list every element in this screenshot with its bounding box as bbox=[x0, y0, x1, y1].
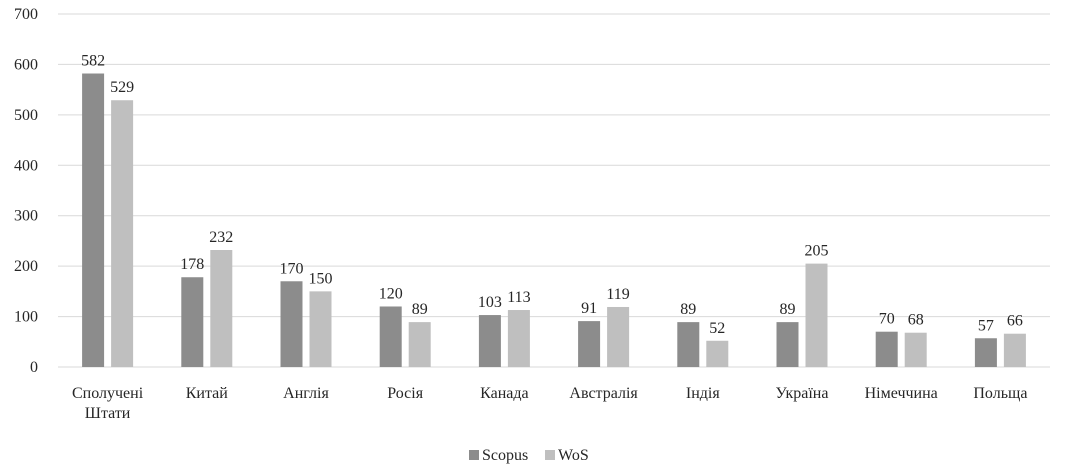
data-label: 529 bbox=[110, 79, 134, 96]
bar-wos bbox=[706, 340, 729, 367]
bar-scopus bbox=[379, 306, 402, 367]
bar-wos bbox=[904, 332, 927, 367]
data-label: 232 bbox=[209, 229, 233, 246]
bar-scopus bbox=[776, 322, 799, 367]
bar-scopus bbox=[578, 321, 601, 367]
data-label: 150 bbox=[309, 270, 333, 287]
x-tick-label: Штати bbox=[85, 405, 131, 422]
x-tick-label: Англія bbox=[283, 385, 329, 402]
y-tick-label: 700 bbox=[14, 6, 38, 23]
legend-label: Scopus bbox=[482, 447, 528, 464]
x-tick-label: Канада bbox=[480, 385, 528, 402]
bar-wos bbox=[111, 100, 134, 368]
data-label: 113 bbox=[507, 289, 530, 306]
data-label: 120 bbox=[379, 285, 403, 302]
bar-wos bbox=[408, 322, 431, 367]
data-label: 89 bbox=[780, 301, 796, 318]
y-tick-label: 200 bbox=[14, 258, 38, 275]
bar-scopus bbox=[875, 331, 898, 367]
bar-wos bbox=[805, 263, 828, 367]
data-label: 52 bbox=[709, 320, 725, 337]
data-label: 119 bbox=[606, 286, 629, 303]
y-tick-label: 600 bbox=[14, 56, 38, 73]
data-label: 205 bbox=[805, 243, 829, 260]
x-tick-label: Польща bbox=[973, 385, 1027, 402]
x-tick-label: Україна bbox=[776, 385, 829, 402]
x-tick-label: Індія bbox=[686, 385, 720, 402]
y-tick-label: 100 bbox=[14, 309, 38, 326]
gridlines bbox=[58, 13, 1050, 368]
data-label: 582 bbox=[81, 53, 105, 70]
bar-wos bbox=[210, 250, 233, 367]
legend-label: WoS bbox=[558, 447, 589, 464]
bar-wos bbox=[1003, 333, 1026, 367]
x-tick-label: Німеччина bbox=[865, 385, 938, 402]
data-labels: 582 529 178 232 170 150 120 89 103 113 91 119 89 52 89… bbox=[81, 53, 1023, 337]
data-label: 89 bbox=[680, 301, 696, 318]
y-axis-ticks: 0 100 200 300 400 500 600 700 bbox=[14, 6, 38, 376]
data-label: 103 bbox=[478, 294, 502, 311]
x-tick-label: Австралія bbox=[569, 385, 638, 402]
bar-scopus bbox=[677, 322, 700, 367]
data-label: 178 bbox=[180, 256, 204, 273]
legend-swatch-wos bbox=[545, 450, 555, 460]
x-tick-label: Сполучені bbox=[72, 385, 144, 402]
bar-scopus bbox=[280, 281, 303, 367]
y-tick-label: 0 bbox=[30, 359, 38, 376]
bars bbox=[82, 73, 1026, 368]
bar-scopus bbox=[478, 315, 501, 367]
x-axis-categories: Сполучені Штати Китай Англія Росія Канада Авст… bbox=[72, 385, 1027, 422]
bar-wos bbox=[607, 306, 630, 367]
y-tick-label: 500 bbox=[14, 107, 38, 124]
data-label: 66 bbox=[1007, 313, 1023, 330]
bar-scopus bbox=[82, 73, 105, 368]
bar-wos bbox=[309, 291, 332, 367]
data-label: 70 bbox=[879, 311, 895, 328]
y-tick-label: 300 bbox=[14, 208, 38, 225]
bar-wos bbox=[507, 310, 530, 367]
legend-swatch-scopus bbox=[469, 450, 479, 460]
data-label: 91 bbox=[581, 300, 597, 317]
legend: Scopus WoS bbox=[469, 447, 589, 464]
data-label: 170 bbox=[280, 260, 304, 277]
bar-scopus bbox=[181, 277, 204, 367]
x-tick-label: Росія bbox=[387, 385, 423, 402]
data-label: 57 bbox=[978, 317, 994, 334]
data-label: 68 bbox=[908, 312, 924, 329]
x-tick-label: Китай bbox=[186, 385, 229, 402]
data-label: 89 bbox=[412, 301, 428, 318]
y-tick-label: 400 bbox=[14, 157, 38, 174]
bar-scopus bbox=[974, 338, 997, 367]
